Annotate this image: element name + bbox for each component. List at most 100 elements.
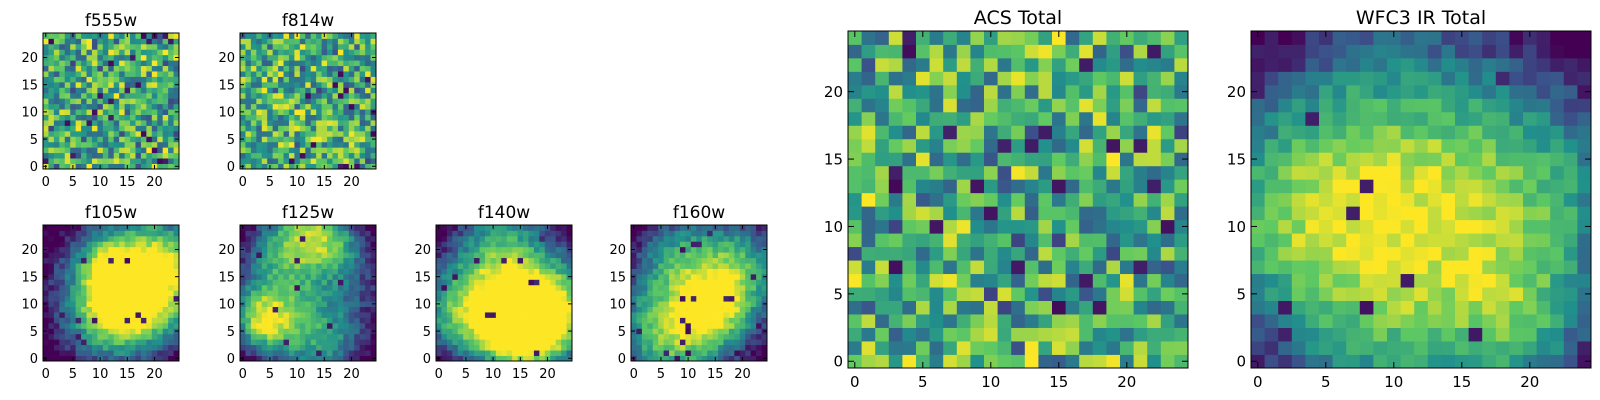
f160w-cell (679, 339, 686, 346)
f555w-cell (97, 98, 104, 105)
f105w-cell (108, 257, 115, 264)
f555w-cell (130, 136, 136, 143)
wfc3-ir-total-cell (1359, 300, 1374, 315)
f125w-cell (240, 257, 246, 264)
f814w-cell (310, 158, 317, 164)
acs-total-cell (1160, 287, 1175, 301)
f140w-cell (452, 322, 459, 329)
f105w-cell (53, 252, 60, 259)
f125w-cell (316, 235, 322, 242)
f140w-cell (544, 333, 551, 340)
f555w-cell (81, 92, 87, 99)
f555w-cell (43, 152, 49, 159)
f814w-cell (240, 43, 246, 50)
f105w-cell (140, 333, 147, 340)
f814w-cell (299, 152, 306, 159)
f160w-cell (663, 295, 670, 302)
wfc3-ir-total-cell (1251, 233, 1265, 248)
f160w-cell (658, 322, 665, 329)
acs-total-cell (875, 111, 890, 126)
f105w-cell (162, 235, 169, 242)
f140w-cell (506, 290, 513, 297)
f140w-cell (544, 290, 551, 297)
f105w-cell (151, 257, 158, 264)
acs-total-cell (956, 125, 971, 140)
f555w-cell (157, 98, 164, 105)
f125w-cell (348, 301, 355, 307)
wfc3-ir-total-cell (1563, 260, 1578, 275)
f105w-cell (124, 284, 131, 291)
f125w-cell (337, 301, 344, 307)
f125w-cell (310, 279, 317, 286)
f160w-cell (663, 333, 670, 340)
f555w-cell (135, 38, 142, 45)
f105w-cell (157, 284, 164, 291)
f160w-cell (696, 333, 703, 340)
wfc3-ir-total-cell (1319, 314, 1333, 328)
f555w-cell (108, 103, 115, 110)
f814w-cell (288, 147, 295, 154)
acs-total-cell (1024, 179, 1039, 194)
f814w-cell (283, 136, 290, 143)
f125w-cell (365, 279, 371, 286)
f125w-cell (250, 333, 257, 340)
f140w-cell (555, 290, 562, 297)
f555w-cell (86, 81, 93, 88)
acs-total-cell (1147, 138, 1162, 153)
f140w-cell (533, 246, 540, 253)
f814w-cell (370, 33, 377, 39)
f814w-cell (354, 103, 361, 110)
acs-total-cell (1065, 138, 1080, 153)
acs-total-cell (929, 273, 944, 288)
acs-total-cell (1011, 84, 1026, 99)
f814w-cell (256, 125, 263, 132)
f814w-cell (283, 114, 290, 121)
f160w-cell (701, 279, 708, 286)
f140w-cell (457, 273, 464, 280)
wfc3-ir-total-cell (1359, 165, 1374, 180)
acs-total-cell (1147, 152, 1162, 167)
f555w-cell (119, 125, 125, 132)
acs-total-cell (970, 233, 985, 248)
f555w-cell (64, 65, 71, 72)
f814w-cell (337, 92, 344, 99)
f814w-cell (337, 49, 344, 56)
f125w-cell (305, 339, 312, 346)
wfc3-ir-total-cell (1346, 300, 1361, 315)
wfc3-ir-total-cell (1319, 354, 1333, 369)
f105w-cell (75, 263, 82, 269)
acs-total-cell (970, 354, 985, 369)
f814w-cell (261, 43, 268, 50)
wfc3-ir-total-cell (1346, 206, 1361, 221)
f125w-cell (316, 273, 322, 280)
wfc3-ir-total-cell (1414, 233, 1429, 248)
f160w-cell (761, 339, 768, 346)
f105w-cell (168, 344, 174, 351)
acs-total-cell (916, 84, 930, 99)
f140w-cell (490, 273, 497, 280)
acs-total-cell (1174, 246, 1189, 261)
f160w-cell (734, 339, 741, 346)
f125w-cell (283, 317, 290, 324)
f105w-cell (43, 241, 49, 248)
f140w-cell (446, 273, 453, 280)
f814w-cell (294, 60, 301, 67)
f555w-cell (113, 120, 120, 126)
f140w-cell (501, 322, 508, 329)
f140w-cell (441, 301, 448, 307)
f555w-cell (108, 158, 115, 164)
wfc3-ir-total-cell (1455, 219, 1469, 234)
f140w-cell (457, 328, 464, 335)
wfc3-ir-total-cell (1264, 192, 1279, 207)
f125w-cell (250, 306, 257, 313)
wfc3-ir-total-cell (1536, 246, 1551, 261)
f105w-cell (119, 322, 125, 329)
f105w-cell (151, 344, 158, 351)
acs-total-cell (1038, 179, 1053, 194)
f555w-xtick-label: 0 (42, 175, 50, 190)
f814w-cell (310, 103, 317, 110)
f814w-cell (294, 109, 301, 115)
acs-total-cell (902, 192, 917, 207)
f105w-cell (43, 339, 49, 346)
wfc3-ir-total-cell (1523, 327, 1537, 342)
